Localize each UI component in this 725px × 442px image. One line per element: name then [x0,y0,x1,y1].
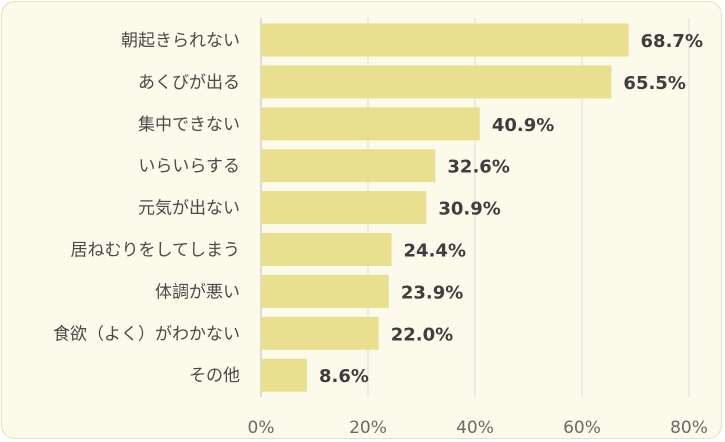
value-label: 8.6% [319,366,369,387]
value-label: 24.4% [404,241,466,262]
x-tick-label: 80% [670,418,708,438]
bars [261,23,629,392]
bar [261,149,436,183]
category-label: あくびが出る [138,73,240,93]
x-tick-labels: 0% 20% 40% 60% 80% [248,418,708,438]
category-label: 集中できない [138,115,240,135]
category-label: 体調が悪い [155,282,240,302]
category-label: 元気が出ない [138,199,240,219]
bar [261,191,427,225]
bar [261,233,392,266]
value-label: 30.9% [438,199,500,220]
bar [261,274,389,308]
value-label: 65.5% [623,73,685,94]
bar [261,107,480,141]
value-label: 68.7% [641,31,703,52]
bar [261,316,379,350]
bar [261,65,612,99]
category-label: 朝起きられない [121,31,240,51]
x-tick-label: 40% [456,418,494,438]
value-label: 32.6% [447,157,509,178]
value-label: 23.9% [401,282,463,303]
value-label: 22.0% [391,324,453,345]
bar [261,358,308,392]
x-tick-label: 60% [563,418,601,438]
category-label: いらいらする [138,157,240,177]
bar [261,23,629,57]
x-tick-label: 20% [349,418,387,438]
category-label: その他 [189,366,240,386]
value-labels: 68.7% 65.5% 40.9% 32.6% 30.9% 24.4% 23.9% 22.0%… [319,31,703,387]
value-label: 40.9% [492,115,554,136]
category-label: 居ねむりをしてしまう [71,241,241,261]
x-tick-label: 0% [248,418,275,438]
category-label: 食欲（よく）がわかない [53,324,240,344]
category-labels: 朝起きられないあくびが出る集中できないいらいらする元気が出ない居ねむりをしてしま… [53,31,240,386]
